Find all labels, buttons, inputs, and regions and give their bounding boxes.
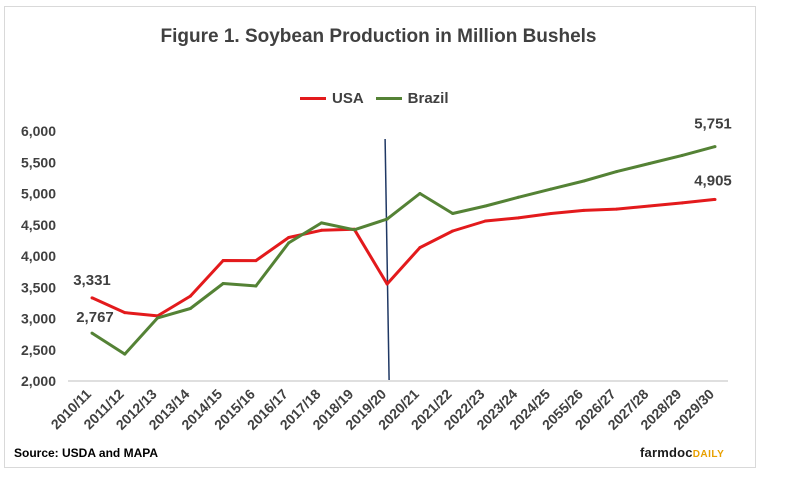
data-point-brazil: [156, 316, 160, 320]
chart-title: Figure 1. Soybean Production in Million …: [160, 26, 597, 47]
data-label: 5,751: [694, 116, 732, 133]
y-tick-label: 4,500: [21, 217, 56, 233]
data-point-usa: [221, 259, 225, 262]
data-point-brazil: [516, 195, 520, 199]
y-tick-label: 5,000: [21, 186, 56, 202]
data-point-usa: [254, 259, 258, 263]
data-point-brazil: [418, 192, 422, 195]
data-point-brazil: [320, 221, 324, 225]
data-point-usa: [287, 236, 291, 239]
y-tick-label: 3,000: [21, 311, 56, 327]
data-point-usa: [483, 219, 487, 223]
data-label: 3,331: [73, 272, 111, 289]
legend-item-usa: USA: [300, 90, 364, 107]
series-line-usa: [91, 197, 716, 318]
data-point-brazil: [188, 307, 192, 310]
data-point-brazil: [123, 352, 127, 356]
data-point-brazil: [451, 212, 455, 215]
legend-swatch-usa: [300, 96, 326, 100]
chart-frame: [4, 6, 756, 468]
data-point-usa: [582, 208, 586, 212]
y-tick-label: 2,500: [21, 342, 56, 358]
data-point-usa: [615, 207, 619, 211]
data-point-brazil: [713, 145, 717, 149]
y-tick-label: 3,500: [21, 279, 56, 295]
data-point-brazil: [549, 187, 553, 191]
data-point-usa: [647, 204, 651, 208]
y-tick-label: 6,000: [21, 123, 56, 139]
data-label: 4,905: [694, 172, 732, 189]
source-note: Source: USDA and MAPA: [14, 446, 159, 460]
data-point-brazil: [647, 162, 651, 165]
data-point-brazil: [90, 331, 94, 335]
data-point-brazil: [483, 204, 487, 208]
data-point-usa: [451, 229, 455, 233]
y-tick-label: 2,000: [21, 373, 56, 389]
legend-swatch-brazil: [375, 96, 402, 100]
y-tick-label: 4,000: [21, 248, 56, 264]
data-point-brazil: [582, 179, 586, 183]
data-point-usa: [123, 311, 127, 315]
data-point-brazil: [680, 153, 684, 157]
legend-label-usa: USA: [332, 89, 364, 107]
data-label: 2,767: [76, 309, 114, 326]
series-line-brazil: [91, 145, 716, 356]
data-point-usa: [188, 294, 192, 298]
data-point-brazil: [221, 282, 225, 285]
data-point-usa: [90, 296, 94, 300]
data-point-usa: [680, 201, 684, 205]
data-point-usa: [713, 197, 717, 201]
data-point-brazil: [615, 170, 619, 174]
data-point-usa: [418, 246, 422, 250]
data-point-usa: [320, 228, 324, 232]
data-point-brazil: [254, 284, 258, 288]
data-point-usa: [549, 212, 553, 215]
legend-label-brazil: Brazil: [407, 89, 449, 107]
data-point-brazil: [385, 217, 389, 221]
chart-legend: USA Brazil: [300, 88, 461, 108]
data-point-brazil: [287, 241, 291, 245]
brand-logo: farmdocDAILY: [640, 445, 725, 460]
vertical-marker-line: [384, 138, 390, 381]
data-point-usa: [516, 216, 520, 220]
y-tick-label: 5,500: [21, 154, 56, 170]
data-point-brazil: [352, 228, 356, 232]
data-point-usa: [385, 282, 389, 286]
legend-item-brazil: Brazil: [375, 89, 449, 107]
